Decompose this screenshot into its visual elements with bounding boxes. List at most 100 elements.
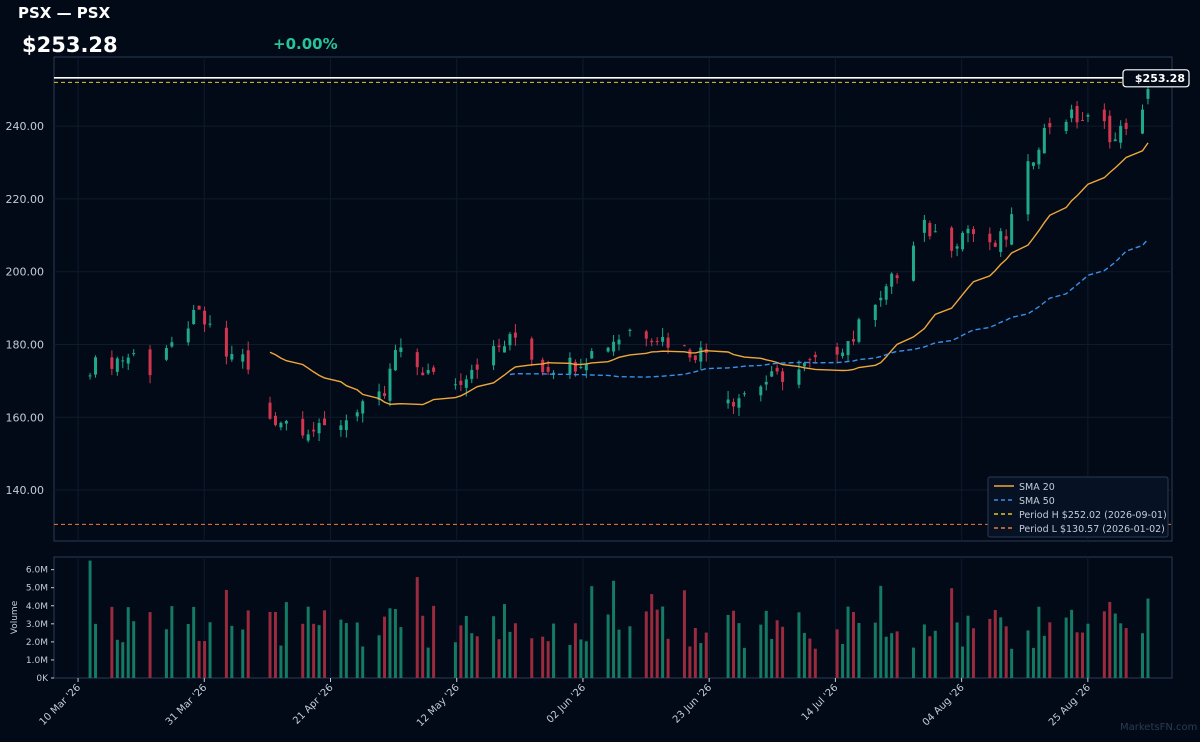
- volume-tick-label: 4.0M: [26, 602, 48, 612]
- volume-bar: [170, 606, 174, 678]
- candle-body: [911, 245, 915, 281]
- volume-bar: [693, 628, 697, 678]
- volume-bar: [955, 622, 959, 678]
- candle-body: [377, 391, 381, 401]
- volume-bar: [94, 623, 98, 678]
- volume-bar: [650, 594, 654, 678]
- volume-bar: [421, 615, 425, 678]
- volume-bar: [508, 631, 512, 678]
- candle-body: [1031, 162, 1035, 166]
- volume-bar: [890, 633, 894, 678]
- volume-bar: [306, 606, 310, 678]
- volume-bar: [88, 560, 92, 678]
- volume-bar: [164, 629, 168, 678]
- volume-bar: [573, 623, 577, 678]
- volume-bar: [148, 612, 152, 678]
- legend-box: [987, 476, 1169, 538]
- candle-body: [1146, 89, 1150, 99]
- candle-body: [726, 399, 730, 404]
- volume-bar: [197, 641, 201, 678]
- volume-bar: [453, 642, 457, 678]
- candle-body: [732, 401, 736, 407]
- volume-bar: [475, 636, 479, 678]
- candle-body: [781, 371, 785, 382]
- volume-bar: [1031, 647, 1035, 678]
- volume-bar: [666, 638, 670, 678]
- volume-bar: [1108, 601, 1112, 678]
- candle-body: [388, 368, 392, 401]
- candle-body: [759, 386, 763, 396]
- volume-bar: [813, 648, 817, 678]
- candle-body: [628, 329, 632, 331]
- price-tick-label: 180.00: [6, 338, 45, 351]
- volume-bar: [781, 626, 785, 678]
- volume-bar: [323, 610, 327, 678]
- candle-body: [192, 310, 196, 325]
- volume-tick-label: 2.0M: [26, 638, 48, 648]
- candle-body: [1004, 236, 1008, 240]
- volume-bar: [1010, 648, 1014, 678]
- volume-bar: [268, 611, 272, 678]
- candle-body: [879, 297, 883, 301]
- volume-bar: [110, 606, 114, 678]
- x-tick-label: 23 Jun '26: [671, 682, 714, 725]
- candle-body: [933, 231, 937, 233]
- volume-bar: [393, 609, 397, 678]
- candle-body: [999, 231, 1003, 252]
- candle-body: [208, 323, 212, 325]
- volume-bar: [115, 639, 119, 678]
- volume-bar: [1081, 632, 1085, 678]
- volume-bar: [742, 647, 746, 678]
- volume-bar: [530, 638, 534, 678]
- volume-bar: [764, 610, 768, 678]
- volume-bar: [737, 623, 741, 678]
- candle-body: [922, 219, 926, 233]
- candle-body: [884, 286, 888, 300]
- watermark: MarketsFN.com: [1120, 722, 1198, 733]
- candle-body: [121, 360, 125, 362]
- candle-body: [950, 227, 954, 251]
- volume-bar: [1075, 632, 1079, 678]
- candle-body: [393, 350, 397, 371]
- volume-bar: [661, 606, 665, 678]
- candle-body: [661, 337, 665, 342]
- candle-body: [666, 337, 670, 348]
- volume-bar: [383, 616, 387, 678]
- candle-body: [453, 384, 457, 386]
- volume-bar: [1026, 630, 1030, 678]
- candle-body: [835, 346, 839, 355]
- legend-label: SMA 20: [1019, 482, 1055, 493]
- candle-body: [579, 366, 583, 368]
- candle-body: [284, 420, 288, 424]
- candle-body: [203, 310, 207, 325]
- candle-body: [584, 363, 588, 371]
- candle-body: [164, 348, 168, 360]
- candle-body: [742, 393, 746, 395]
- volume-bar: [415, 577, 419, 678]
- volume-bar: [432, 605, 436, 678]
- candle-body: [857, 319, 861, 342]
- volume-bar: [513, 623, 517, 678]
- candle-body: [241, 354, 245, 362]
- volume-bar: [655, 609, 659, 678]
- price-tick-label: 220.00: [6, 193, 45, 206]
- last-price-label: $253.28: [1135, 72, 1185, 85]
- volume-bar: [1113, 613, 1117, 678]
- candle-body: [132, 353, 136, 355]
- volume-bar: [568, 644, 572, 678]
- candle-body: [94, 357, 98, 375]
- volume-bar: [317, 625, 321, 678]
- volume-tick-label: 0K: [36, 674, 49, 684]
- volume-bar: [361, 646, 365, 678]
- candle-body: [339, 425, 343, 431]
- volume-bar: [459, 625, 463, 678]
- volume-bar: [704, 632, 708, 678]
- volume-bar: [993, 609, 997, 678]
- volume-bar: [312, 623, 316, 678]
- candle-body: [1141, 109, 1145, 134]
- candle-body: [470, 369, 474, 379]
- sma50-line: [509, 238, 1149, 378]
- candle-body: [148, 349, 152, 376]
- volume-bar: [377, 635, 381, 678]
